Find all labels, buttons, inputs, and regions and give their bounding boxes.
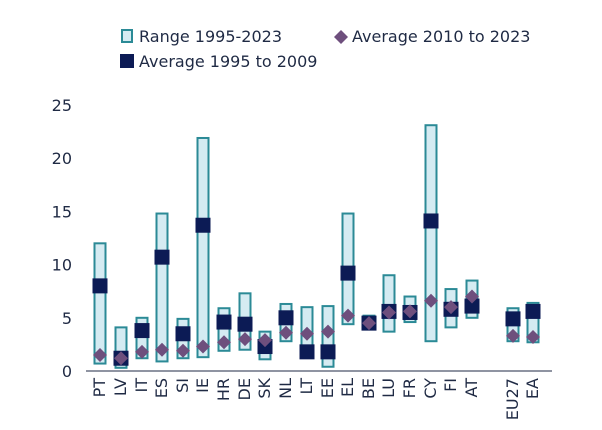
legend-avg1995-swatch (120, 54, 134, 68)
avg-1995-2009-marker-eu27 (505, 311, 521, 327)
y-tick-label: 15 (52, 202, 72, 221)
y-tick-label: 10 (52, 256, 72, 275)
x-tick-label-it: IT (132, 378, 151, 393)
avg-1995-2009-marker-ee (320, 344, 336, 360)
avg-2010-2023-marker-at (465, 289, 479, 304)
y-tick-label: 25 (52, 96, 72, 115)
avg-1995-2009-markers (92, 213, 541, 366)
avg-1995-2009-marker-pt (92, 278, 108, 294)
avg-2010-2023-marker-eu27 (506, 328, 520, 343)
x-tick-label-lt: LT (297, 378, 316, 395)
x-tick-label-eu27: EU27 (503, 378, 522, 420)
x-tick-label-ea: EA (523, 378, 542, 399)
range-bar-ie (196, 136, 210, 359)
avg-2010-2023-marker-el (341, 308, 355, 323)
x-tick-label-ee: EE (318, 378, 337, 398)
avg-1995-2009-marker-si (175, 326, 191, 342)
avg-1995-2009-marker-at (464, 298, 480, 314)
avg-1995-2009-marker-lt (299, 344, 315, 360)
avg-2010-2023-marker-fr (403, 304, 417, 319)
range-bar-lv (114, 326, 128, 369)
y-tick-label: 0 (62, 362, 72, 381)
avg-1995-2009-marker-de (237, 316, 253, 332)
avg-2010-2023-marker-hr (217, 335, 231, 350)
x-tick-label-lu: LU (379, 378, 398, 398)
avg-2010-2023-marker-ea (526, 329, 540, 344)
avg-1995-2009-marker-cy (423, 213, 439, 229)
avg-2010-2023-marker-fi (444, 300, 458, 315)
x-tick-label-hr: HR (214, 378, 233, 401)
avg-2010-2023-marker-de (238, 332, 252, 347)
legend-avg2010-label: Average 2010 to 2023 (352, 27, 530, 46)
legend-range-swatch (121, 29, 133, 43)
x-tick-label-es: ES (152, 378, 171, 398)
range-bar-cy (424, 124, 438, 343)
avg-2010-2023-marker-es (155, 342, 169, 357)
range-bars (93, 124, 540, 369)
x-tick-label-be: BE (359, 378, 378, 399)
x-tick-label-at: AT (462, 378, 481, 398)
legend-avg2010-swatch (334, 30, 348, 44)
legend-avg1995-label: Average 1995 to 2009 (139, 52, 317, 71)
legend-range-label: Range 1995-2023 (139, 27, 282, 46)
avg-2010-2023-marker-sk (258, 333, 272, 348)
x-tick-label-fi: FI (441, 378, 460, 392)
range-bar-es (155, 212, 169, 363)
x-tick-label-cy: CY (421, 378, 440, 399)
range-bar-lu (382, 274, 396, 333)
avg-1995-2009-marker-es (154, 249, 170, 265)
avg-2010-2023-marker-pt (93, 348, 107, 363)
avg-1995-2009-marker-it (134, 323, 150, 339)
x-tick-label-si: SI (173, 378, 192, 393)
x-tick-label-sk: SK (255, 378, 274, 399)
avg-1995-2009-marker-el (340, 265, 356, 281)
avg-2010-2023-marker-lt (300, 326, 314, 341)
avg-2010-2023-marker-lv (114, 351, 128, 366)
legend: Range 1995-2023 Average 2010 to 2023 Ave… (120, 27, 530, 71)
range-bar-pt (93, 242, 107, 365)
avg-1995-2009-marker-nl (278, 310, 294, 326)
x-tick-label-el: EL (338, 378, 357, 397)
avg-2010-2023-marker-si (176, 343, 190, 358)
x-tick-label-ie: IE (193, 378, 212, 393)
avg-2010-2023-marker-ie (196, 339, 210, 354)
x-tick-labels: PT LV IT ES SI IE HR DE SK NL LT EE EL BE LU FR CY FI AT EU… (90, 378, 542, 421)
avg-2010-2023-marker-be (362, 316, 376, 331)
avg-2010-2023-marker-ee (321, 324, 335, 339)
x-tick-label-fr: FR (400, 378, 419, 398)
avg-2010-2023-marker-nl (279, 325, 293, 340)
avg-2010-2023-marker-it (135, 344, 149, 359)
y-tick-label: 5 (62, 309, 72, 328)
y-tick-label: 20 (52, 149, 72, 168)
avg-2010-2023-marker-cy (424, 293, 438, 308)
x-tick-label-nl: NL (276, 378, 295, 399)
x-tick-label-de: DE (235, 378, 254, 400)
x-tick-label-pt: PT (90, 378, 109, 398)
y-axis: 0 5 10 15 20 25 (52, 96, 72, 381)
avg-2010-2023-marker-lu (382, 305, 396, 320)
avg-1995-2009-marker-hr (216, 314, 232, 330)
x-tick-label-lv: LV (111, 378, 130, 396)
avg-1995-2009-marker-ea (525, 303, 541, 319)
avg-1995-2009-marker-ie (195, 217, 211, 233)
avg-2010-2023-markers (93, 289, 540, 366)
